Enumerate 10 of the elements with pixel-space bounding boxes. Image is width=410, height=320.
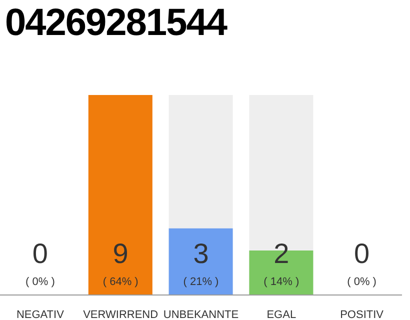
x-tick-label: POSITIV (340, 309, 384, 320)
x-tick-label: UNBEKANNTE (163, 309, 239, 320)
x-tick-label: EGAL (266, 309, 296, 320)
data-label: 0 ( 0% ) (347, 238, 376, 288)
data-label: 3 ( 21% ) (183, 238, 219, 288)
data-label: 9 ( 64% ) (102, 238, 138, 288)
x-tick-label: NEGATIV (16, 309, 65, 320)
data-label: 0 ( 0% ) (26, 238, 55, 288)
x-tick-label: VERWIRREND (83, 309, 158, 320)
chart-title: 04269281544 (5, 2, 226, 45)
